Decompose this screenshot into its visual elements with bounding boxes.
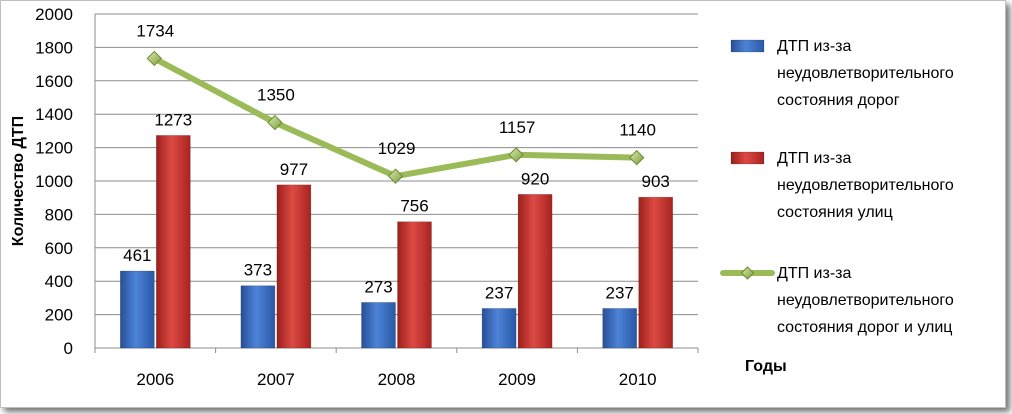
data-labels: 461 373 273 237 237 1273 977 756 920 903 1734 1350 1… — [123, 21, 670, 302]
x-axis-title: Годы — [745, 358, 787, 375]
bar — [240, 285, 276, 349]
line-marker — [387, 168, 404, 184]
x-tick-label: 2009 — [498, 370, 536, 389]
y-tick-label: 400 — [45, 272, 73, 291]
data-label: 756 — [400, 197, 428, 216]
data-label: 1273 — [154, 110, 192, 129]
legend-label: ДТП из-за — [777, 150, 851, 167]
y-tick-label: 0 — [64, 339, 73, 358]
bar — [120, 270, 155, 349]
legend-marker — [740, 266, 755, 280]
bar — [397, 221, 432, 349]
line-marker — [267, 114, 283, 131]
x-tick-label: 2008 — [378, 370, 416, 389]
y-tick-label: 2000 — [35, 5, 73, 24]
x-tick-label: 2010 — [619, 370, 657, 389]
data-label: 1350 — [257, 86, 295, 105]
y-axis-title: Количество ДТП — [10, 116, 27, 246]
data-label: 920 — [521, 169, 549, 188]
line-series — [146, 50, 645, 184]
x-tick-label: 2007 — [257, 370, 295, 389]
data-label: 1140 — [619, 121, 656, 140]
data-label: 977 — [280, 160, 308, 179]
y-tick-label: 800 — [45, 205, 73, 224]
line-marker — [508, 147, 524, 163]
legend-label: неудовлетворительного — [777, 177, 954, 194]
legend-swatch — [730, 39, 765, 53]
legend-label: неудовлетворительного — [777, 292, 954, 309]
bar — [276, 184, 312, 349]
data-label: 1157 — [499, 118, 536, 137]
legend-item: ДТП из-за неудовлетворительного состояния … — [720, 265, 954, 336]
legend-item: ДТП из-за неудовлетворительного состояния … — [730, 150, 954, 221]
legend-label: ДТП из-за — [777, 38, 851, 55]
line-marker — [146, 50, 163, 67]
data-label: 237 — [485, 283, 513, 302]
y-tick-label: 1200 — [35, 139, 73, 158]
legend-item: ДТП из-за неудовлетворительного состояния … — [730, 38, 954, 109]
y-tick-label: 1000 — [35, 172, 73, 191]
legend-label: состояния дорог и улиц — [777, 319, 952, 336]
data-label: 1734 — [136, 21, 174, 40]
legend-swatch — [730, 151, 765, 165]
chart-svg: 0 200 400 600 800 1000 1200 1400 1600 1800 2000 200… — [10, 5, 954, 389]
bar — [517, 194, 553, 349]
legend-label: неудовлетворительного — [777, 65, 954, 82]
legend-label: состояния дорог — [777, 92, 900, 109]
bar — [481, 308, 517, 349]
y-tick-label: 600 — [45, 239, 73, 258]
bars — [120, 135, 674, 349]
chart-frame: 0 200 400 600 800 1000 1200 1400 1600 1800 2000 200… — [0, 0, 1006, 408]
legend-label: ДТП из-за — [777, 265, 851, 282]
data-label: 1029 — [378, 139, 416, 158]
data-label: 461 — [123, 246, 151, 265]
data-label: 903 — [642, 172, 670, 191]
x-tick-label: 2006 — [136, 370, 174, 389]
legend: ДТП из-за неудовлетворительного состояния … — [720, 38, 954, 336]
y-tick-label: 1400 — [35, 105, 73, 124]
data-label: 373 — [244, 261, 272, 280]
bar — [361, 302, 396, 349]
series-line — [151, 55, 640, 180]
data-label: 273 — [364, 277, 392, 296]
bar — [638, 196, 674, 349]
line-marker — [628, 149, 645, 166]
y-tick-label: 1600 — [35, 72, 73, 91]
axes: 0 200 400 600 800 1000 1200 1400 1600 1800 2000 200… — [35, 5, 699, 389]
data-label: 237 — [606, 283, 634, 302]
bar — [602, 308, 638, 349]
legend-label: состояния улиц — [777, 204, 893, 221]
y-tick-label: 1800 — [35, 38, 73, 57]
bar — [156, 135, 191, 349]
y-tick-label: 200 — [45, 306, 73, 325]
